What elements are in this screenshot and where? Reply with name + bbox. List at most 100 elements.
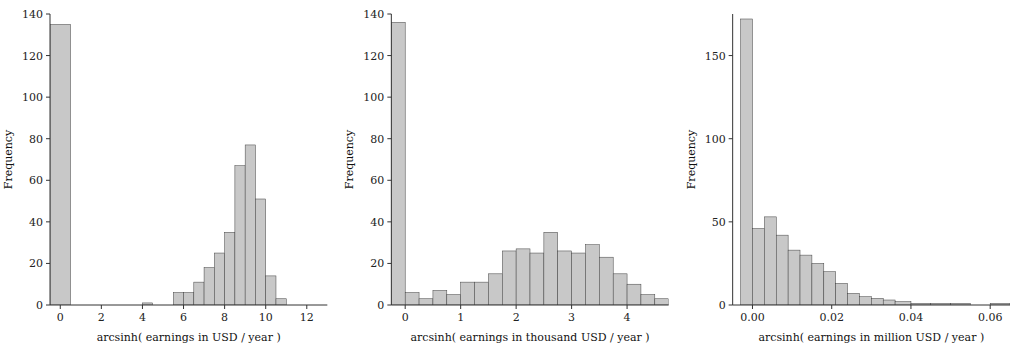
x-tick: [516, 305, 517, 309]
bar: [859, 297, 871, 305]
bar: [655, 299, 669, 305]
y-axis-label: Frequency: [685, 129, 698, 189]
bar: [214, 253, 224, 305]
x-tick: [627, 305, 628, 309]
bar: [788, 250, 800, 305]
bar: [599, 257, 613, 305]
bar: [475, 282, 489, 305]
bar: [572, 253, 586, 305]
x-tick: [460, 305, 461, 309]
x-axis: [733, 305, 1010, 306]
bar: [627, 284, 641, 305]
y-tick-label: 20: [370, 257, 384, 270]
x-tick: [224, 305, 225, 309]
x-tick-label: 0.04: [899, 311, 924, 324]
y-tick-label: 140: [363, 8, 384, 21]
x-tick-label: 2: [513, 311, 520, 324]
y-axis: [732, 14, 733, 305]
bar: [461, 282, 475, 305]
bar: [544, 232, 558, 305]
bar: [741, 19, 753, 305]
x-tick: [306, 305, 307, 309]
bar: [824, 272, 836, 305]
bars: [50, 24, 286, 305]
bar: [276, 299, 286, 305]
y-tick: [46, 14, 50, 15]
bar: [848, 293, 860, 305]
bar: [558, 251, 572, 305]
y-tick-label: 60: [29, 174, 43, 187]
bar: [255, 199, 265, 305]
x-tick-label: 0.02: [819, 311, 844, 324]
x-axis-label: arcsinh( earnings in USD / year ): [97, 331, 281, 344]
y-tick: [46, 180, 50, 181]
y-tick-label: 50: [712, 216, 726, 229]
bar: [235, 166, 245, 305]
y-tick-label: 80: [370, 133, 384, 146]
y-tick: [387, 305, 391, 306]
x-axis: [50, 305, 327, 306]
x-tick-label: 6: [180, 311, 187, 324]
x-tick-label: 0.00: [740, 311, 765, 324]
y-tick: [46, 305, 50, 306]
x-tick-label: 2: [98, 311, 105, 324]
bars: [741, 19, 1010, 305]
panel: 01234020406080100120140arcsinh( earnings…: [343, 8, 668, 344]
bar: [405, 293, 419, 305]
x-axis-label: arcsinh( earnings in thousand USD / year…: [410, 331, 649, 344]
x-tick-label: 0: [402, 311, 409, 324]
x-tick: [990, 305, 991, 309]
x-tick-label: 3: [568, 311, 575, 324]
y-tick: [729, 221, 733, 222]
bar: [764, 217, 776, 305]
x-tick-label: 10: [259, 311, 273, 324]
bar: [752, 229, 764, 305]
bar: [502, 251, 516, 305]
x-tick: [910, 305, 911, 309]
y-tick-label: 0: [719, 299, 726, 312]
x-tick: [571, 305, 572, 309]
bar: [266, 276, 276, 305]
y-tick: [387, 14, 391, 15]
bar: [433, 290, 447, 305]
x-tick-label: 4: [624, 311, 631, 324]
y-axis: [50, 14, 51, 305]
bar: [50, 24, 71, 305]
x-tick-label: 1: [457, 311, 464, 324]
x-tick: [752, 305, 753, 309]
bar: [225, 232, 235, 305]
y-tick-label: 0: [377, 299, 384, 312]
y-tick: [729, 138, 733, 139]
y-axis-label: Frequency: [343, 129, 356, 189]
y-tick: [46, 138, 50, 139]
bar: [776, 235, 788, 305]
x-tick: [142, 305, 143, 309]
x-tick-label: 0.06: [978, 311, 1003, 324]
y-tick: [46, 55, 50, 56]
y-axis: [391, 14, 392, 305]
bar: [419, 299, 433, 305]
y-tick: [729, 305, 733, 306]
x-tick-label: 8: [221, 311, 228, 324]
y-tick-label: 60: [370, 174, 384, 187]
y-tick-label: 0: [36, 299, 43, 312]
y-tick-label: 140: [22, 8, 43, 21]
x-axis-label: arcsinh( earnings in million USD / year …: [758, 331, 984, 344]
bar: [245, 145, 255, 305]
y-tick-label: 80: [29, 133, 43, 146]
y-tick: [46, 97, 50, 98]
y-tick: [387, 263, 391, 264]
bar: [585, 245, 599, 305]
y-tick-label: 20: [29, 257, 43, 270]
x-tick-label: 12: [300, 311, 314, 324]
bar: [447, 295, 461, 305]
x-tick-label: 4: [139, 311, 146, 324]
x-tick: [831, 305, 832, 309]
panel: 0.000.020.040.06050100150arcsinh( earnin…: [685, 14, 1010, 344]
bar: [641, 295, 655, 305]
y-tick-label: 120: [363, 50, 384, 63]
bar: [391, 22, 405, 305]
y-tick-label: 40: [370, 216, 384, 229]
x-tick: [101, 305, 102, 309]
y-tick-label: 150: [705, 50, 726, 63]
